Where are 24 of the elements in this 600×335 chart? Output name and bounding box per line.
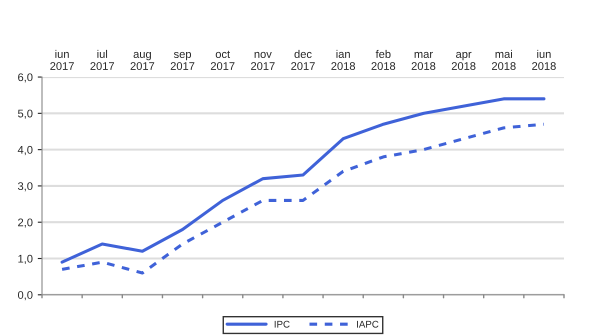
y-tick-label: 6,0	[18, 73, 33, 82]
x-tick-label: iul 2017	[90, 50, 114, 70]
y-tick-label: 5,0	[18, 110, 33, 119]
x-tick-label: mai 2018	[492, 50, 516, 70]
x-tick-label: iun 2018	[532, 50, 556, 70]
x-tick-label: feb 2018	[372, 50, 396, 70]
y-tick-label: 1,0	[18, 254, 33, 264]
x-tick-label: iun 2017	[50, 50, 74, 70]
y-tick-label: 3,0	[18, 182, 33, 192]
legend-label: IPC	[274, 320, 290, 328]
x-tick-label: ian 2018	[331, 50, 356, 70]
legend-label: IAPC	[357, 320, 378, 328]
x-tick-label: nov 2017	[251, 52, 275, 70]
line-series	[60, 97, 546, 264]
x-tick-label: sep 2017	[170, 52, 194, 70]
x-tick-label: aug 2017	[130, 52, 154, 70]
x-tick-label: apr 2018	[452, 52, 476, 70]
line-series	[60, 122, 546, 275]
x-tick-label: mar 2018	[412, 52, 436, 70]
y-tick-label: 0,0	[18, 291, 33, 300]
y-tick-label: 2,0	[18, 218, 33, 228]
y-tick-label: 4,0	[18, 146, 33, 156]
x-tick-label: dec 2017	[291, 50, 315, 70]
x-tick-label: oct 2017	[210, 50, 234, 70]
